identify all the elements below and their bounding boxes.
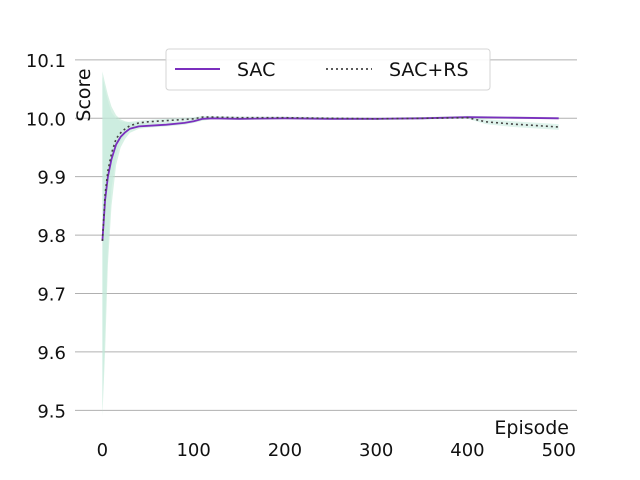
x-tick-labels: 0 100 200 300 400 500	[97, 440, 576, 461]
y-tick-label: 9.5	[37, 401, 66, 422]
x-tick-label: 100	[176, 440, 210, 461]
y-tick-labels: 9.5 9.6 9.7 9.8 9.9 10.0 10.1	[26, 51, 66, 422]
y-axis-label: Score	[73, 68, 95, 121]
y-tick-label: 9.6	[37, 343, 66, 364]
y-tick-label: 10.1	[26, 51, 66, 72]
x-tick-label: 200	[268, 440, 302, 461]
x-tick-label: 400	[450, 440, 484, 461]
y-tick-label: 9.8	[37, 226, 66, 247]
x-axis-label: Episode	[494, 417, 569, 439]
x-tick-label: 500	[542, 440, 576, 461]
confidence-band-1	[102, 77, 559, 411]
grid-layer	[75, 59, 577, 411]
legend-sac-rs-label: SAC+RS	[389, 59, 469, 81]
line-layer	[101, 116, 559, 241]
x-tick-label: 0	[97, 440, 108, 461]
y-tick-label: 10.0	[26, 109, 66, 130]
series-line-0	[101, 116, 559, 241]
x-tick-label: 300	[359, 440, 393, 461]
band-layer	[102, 71, 559, 417]
legend-sac-label: SAC	[237, 59, 275, 81]
series-line-1	[101, 116, 559, 241]
legend: SAC SAC+RS	[165, 48, 491, 91]
y-tick-label: 9.9	[37, 168, 66, 189]
y-tick-label: 9.7	[37, 284, 66, 305]
